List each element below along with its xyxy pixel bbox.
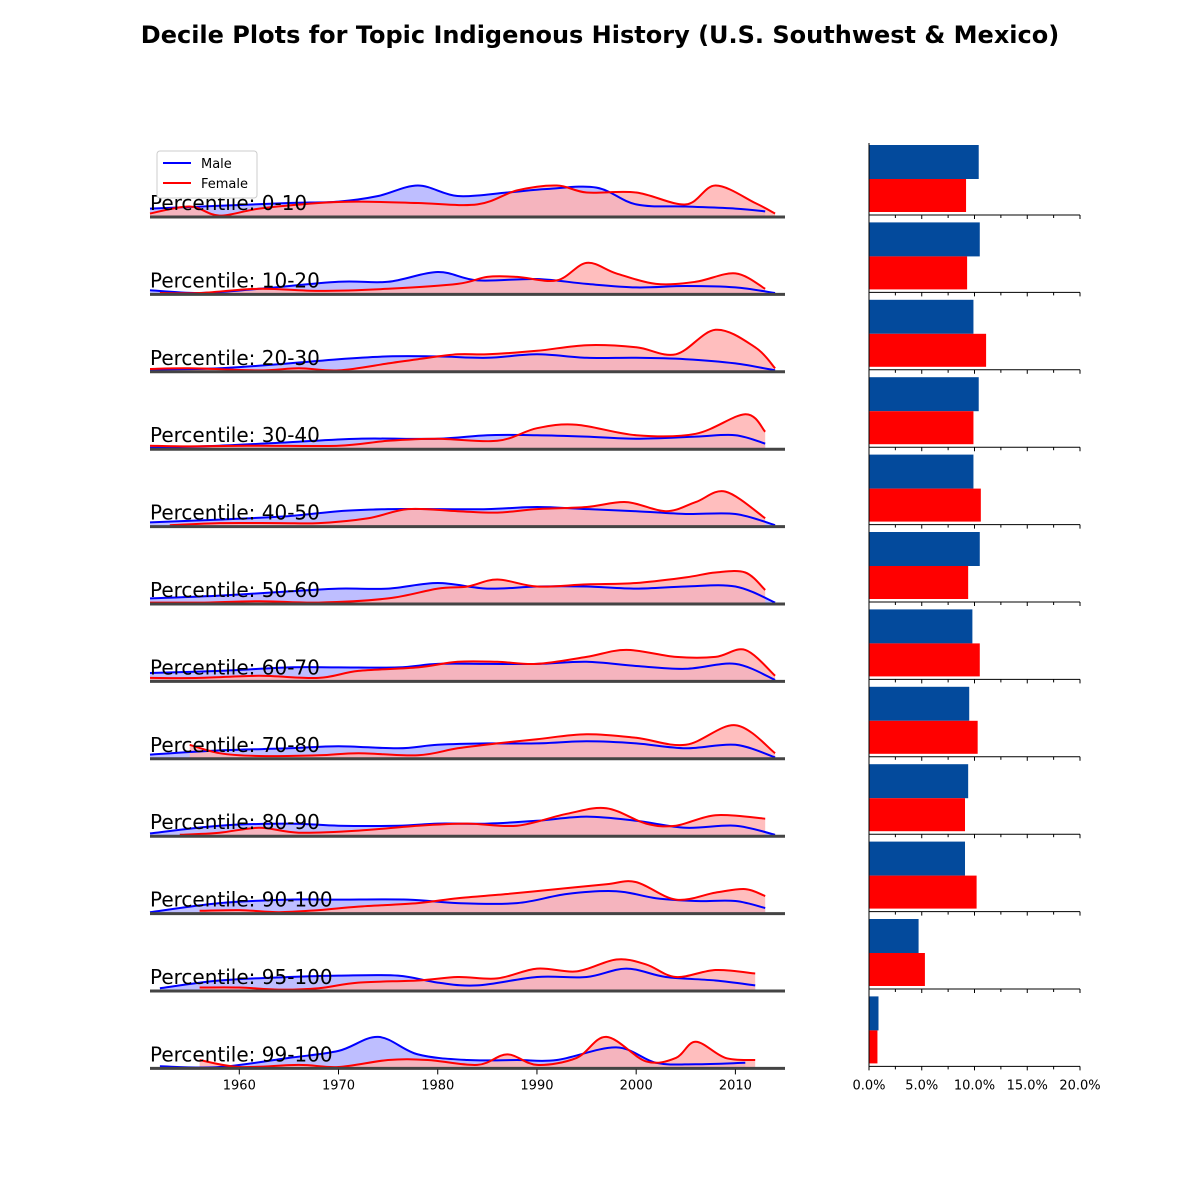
percentile-label: Percentile: 95-100 [150, 965, 333, 989]
female-share-bar [869, 256, 968, 290]
female-share-bar [869, 1030, 878, 1064]
decile-row: Percentile: 30-40 [149, 377, 1081, 452]
male-share-bar [869, 454, 974, 489]
bar-tick-label: 5.0% [905, 1078, 938, 1093]
decile-row: Percentile: 60-70 [149, 609, 1081, 684]
female-share-bar [869, 566, 969, 599]
x-tick-label: 1960 [223, 1078, 256, 1093]
x-tick-label: 1990 [520, 1078, 553, 1093]
female-density-area [150, 329, 776, 372]
male-share-bar [869, 532, 980, 566]
female-density-line [169, 490, 766, 527]
female-density-line [189, 724, 776, 758]
female-share-bar [869, 179, 967, 212]
female-density-area [150, 414, 766, 450]
decile-rows: Percentile: 0-10 Percentile: 10-20 Percent… [149, 145, 1081, 1071]
male-density-line [149, 505, 776, 527]
x-tick-label: 1980 [421, 1078, 454, 1093]
male-share-bar [869, 145, 979, 179]
bar-axis: 0.0% 5.0% 10.0% 15.0% 20.0% [852, 143, 1101, 1093]
decile-row: Percentile: 99-100 [150, 996, 1081, 1071]
female-density-line [149, 413, 766, 448]
bar-tick-label: 0.0% [852, 1078, 885, 1093]
female-density-area [169, 491, 766, 527]
female-density-area [179, 807, 766, 837]
female-density-area [199, 881, 766, 914]
decile-row: Percentile: 90-100 [149, 841, 1081, 916]
legend-male-label: Male [201, 157, 232, 172]
male-share-bar [869, 377, 979, 412]
legend: Male Female [156, 150, 258, 199]
male-share-bar [869, 996, 879, 1031]
female-density-area [199, 959, 756, 991]
percentile-label: Percentile: 80-90 [150, 810, 320, 834]
percentile-label: Percentile: 40-50 [150, 501, 320, 525]
female-density-area [150, 649, 776, 682]
female-density-line [149, 570, 766, 604]
female-density-line [149, 648, 776, 680]
percentile-label: Percentile: 70-80 [150, 733, 320, 757]
male-density-line [149, 740, 776, 759]
female-share-bar [869, 333, 987, 367]
male-density-line [149, 433, 766, 449]
male-density-line [159, 967, 756, 990]
x-tick-label: 2000 [620, 1078, 653, 1093]
female-density-area [150, 185, 776, 217]
female-density-line [149, 328, 776, 372]
x-tick-label: 2010 [719, 1078, 752, 1093]
female-share-bar [869, 643, 980, 677]
female-share-bar [869, 720, 978, 754]
male-share-bar [869, 222, 980, 257]
male-share-bar [869, 919, 919, 953]
legend-female-label: Female [201, 177, 248, 192]
female-density-area [189, 725, 776, 759]
bar-tick-label: 10.0% [954, 1078, 995, 1093]
percentile-label: Percentile: 30-40 [150, 423, 320, 447]
bar-tick-label: 15.0% [1007, 1078, 1048, 1093]
decile-row: Percentile: 50-60 [149, 532, 1081, 606]
male-density-line [149, 353, 776, 372]
percentile-label: Percentile: 50-60 [150, 578, 320, 602]
female-density-line [159, 261, 766, 295]
female-density-area [199, 1036, 756, 1069]
male-density-line [149, 581, 776, 604]
male-density-line [149, 660, 776, 681]
chart-title: Decile Plots for Topic Indigenous Histor… [141, 21, 1059, 49]
decile-row: Percentile: 20-30 [149, 299, 1081, 374]
male-density-line [149, 184, 766, 213]
decile-row: Percentile: 70-80 [149, 686, 1081, 761]
percentile-label: Percentile: 10-20 [150, 268, 320, 292]
bar-tick-label: 20.0% [1059, 1078, 1100, 1093]
female-density-line [199, 1035, 756, 1069]
decile-row: Percentile: 40-50 [149, 454, 1081, 529]
male-share-bar [869, 686, 970, 721]
female-share-bar [869, 875, 977, 909]
x-tick-label: 1970 [322, 1078, 355, 1093]
male-share-bar [869, 299, 974, 334]
female-share-bar [869, 488, 981, 522]
male-share-bar [869, 841, 966, 876]
percentile-label: Percentile: 60-70 [150, 655, 320, 679]
percentile-label: Percentile: 20-30 [150, 346, 320, 370]
male-share-bar [869, 764, 969, 799]
female-share-bar [869, 411, 974, 445]
decile-row: Percentile: 80-90 [149, 764, 1081, 839]
decile-row: Percentile: 10-20 [149, 222, 1081, 297]
percentile-label: Percentile: 90-100 [150, 888, 333, 912]
decile-row: Percentile: 0-10 [149, 145, 1081, 219]
female-share-bar [869, 798, 966, 832]
female-density-line [179, 806, 766, 836]
percentile-label: Percentile: 99-100 [150, 1042, 333, 1066]
male-share-bar [869, 609, 973, 644]
x-axis: 1960 1970 1980 1990 2000 2010 [223, 1069, 752, 1093]
female-share-bar [869, 953, 925, 986]
female-density-line [149, 184, 776, 217]
male-density-line [149, 815, 776, 836]
male-density-line [149, 890, 766, 914]
female-density-line [199, 880, 766, 914]
decile-row: Percentile: 95-100 [150, 919, 1081, 993]
